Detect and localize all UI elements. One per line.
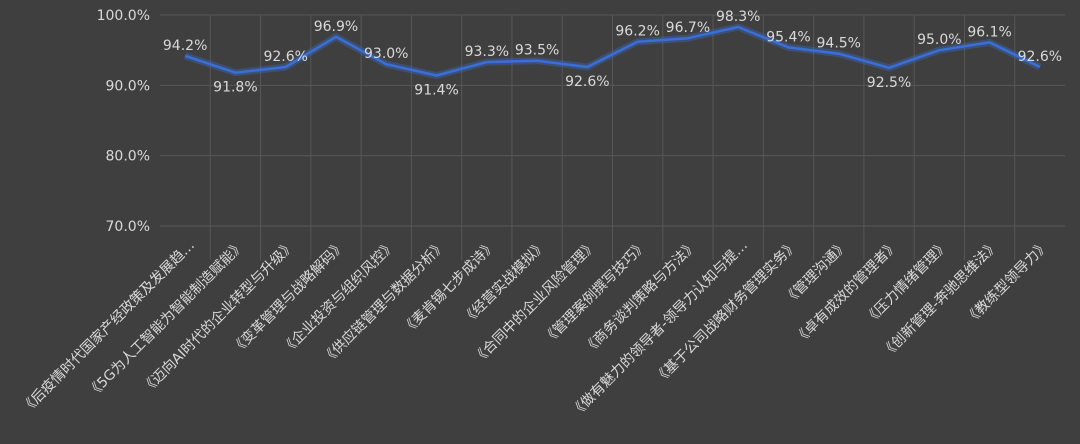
x-axis-category-labels: 《后疫情时代国家产经政策及发展趋…《5G为人工智能为智能制造赋能》《迈向AI时代… — [18, 237, 1053, 421]
data-label: 95.0% — [917, 32, 961, 48]
data-label: 94.5% — [817, 36, 861, 52]
data-label: 96.9% — [314, 19, 358, 35]
x-category-label: 《经营实战模拟》 — [459, 238, 550, 329]
data-label: 92.6% — [263, 49, 307, 65]
data-label: 95.4% — [766, 29, 810, 45]
data-label: 92.6% — [565, 74, 609, 90]
data-label: 93.5% — [515, 43, 559, 59]
data-label: 96.2% — [615, 24, 659, 40]
data-label: 91.8% — [213, 80, 257, 96]
data-label: 94.2% — [163, 38, 207, 54]
data-label: 96.1% — [967, 24, 1011, 40]
x-category-label: 《麦肯锡七步成诗》 — [399, 238, 499, 338]
y-axis-tick-labels: 70.0% 80.0% 90.0% 100.0% — [97, 8, 150, 235]
y-tick-label: 70.0% — [106, 219, 150, 235]
data-label: 91.4% — [414, 82, 458, 98]
x-category-label: 《压力情绪管理》 — [862, 238, 953, 329]
data-label: 93.0% — [364, 46, 408, 62]
series-line-path — [184, 25, 1041, 77]
data-label: 93.3% — [465, 44, 509, 60]
y-tick-label: 100.0% — [97, 8, 150, 24]
x-category-label: 《教练型领导力》 — [962, 238, 1053, 329]
series-line — [183, 23, 1042, 79]
data-label: 98.3% — [716, 9, 760, 25]
data-label: 92.6% — [1018, 49, 1062, 65]
data-labels: 94.2% 91.8% 92.6% 96.9% 93.0% 91.4% 93.3% 93.5%… — [163, 9, 1062, 99]
x-category-label: 《后疫情时代国家产经政策及发展趋… — [18, 237, 198, 417]
data-label: 96.7% — [666, 20, 710, 36]
y-tick-label: 90.0% — [106, 78, 150, 94]
y-tick-label: 80.0% — [106, 149, 150, 165]
grid-lines — [160, 14, 1065, 260]
x-category-label: 《做有魅力的领导者-领导力认知与提… — [567, 237, 751, 421]
data-label: 92.5% — [867, 75, 911, 91]
